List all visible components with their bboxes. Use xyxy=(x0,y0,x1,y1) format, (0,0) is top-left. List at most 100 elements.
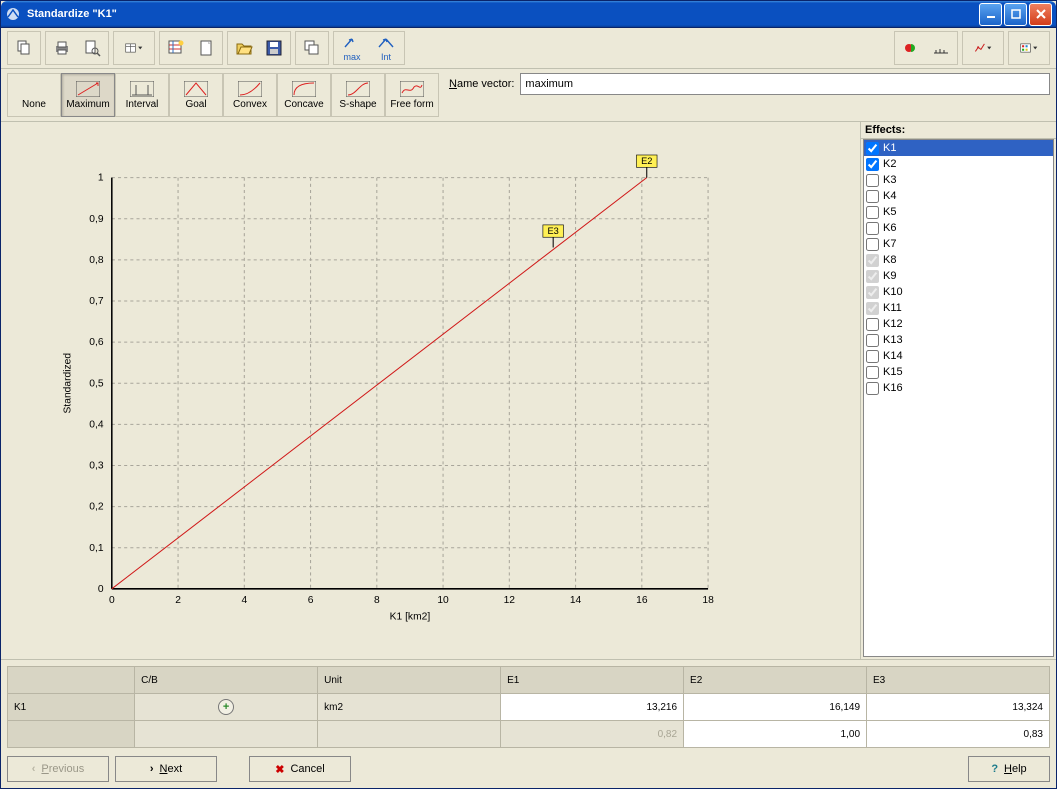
int-button[interactable]: Int xyxy=(369,33,403,63)
effect-item-K10[interactable]: K10 xyxy=(864,284,1053,300)
effect-item-K7[interactable]: K7 xyxy=(864,236,1053,252)
effect-checkbox[interactable] xyxy=(866,270,879,283)
effect-checkbox[interactable] xyxy=(866,142,879,155)
table-row: K1+km213,21616,14913,324 xyxy=(8,694,1050,721)
effect-label: K13 xyxy=(883,334,903,346)
shape-goal-button[interactable]: Goal xyxy=(169,73,223,117)
titlebar: Standardize "K1" xyxy=(1,1,1056,28)
print-icon[interactable] xyxy=(47,33,77,63)
effect-item-K2[interactable]: K2 xyxy=(864,156,1053,172)
shape-concave-button[interactable]: Concave xyxy=(277,73,331,117)
minimize-button[interactable] xyxy=(979,3,1002,26)
table-header xyxy=(8,667,135,694)
shape-freeform-button[interactable]: Free form xyxy=(385,73,439,117)
next-button[interactable]: › Next xyxy=(115,756,217,782)
window-buttons xyxy=(979,3,1052,26)
effect-item-K14[interactable]: K14 xyxy=(864,348,1053,364)
effect-item-K12[interactable]: K12 xyxy=(864,316,1053,332)
shape-none-button[interactable]: None xyxy=(7,73,61,117)
shape-toolbar: NoneMaximumInterval Goal ConvexConcaveS-sh… xyxy=(1,69,1056,122)
effect-item-K9[interactable]: K9 xyxy=(864,268,1053,284)
maximize-button[interactable] xyxy=(1004,3,1027,26)
shape-convex-button[interactable]: Convex xyxy=(223,73,277,117)
effect-item-K1[interactable]: K1 xyxy=(864,140,1053,156)
palette-icon[interactable] xyxy=(1010,33,1048,63)
effect-checkbox[interactable] xyxy=(866,222,879,235)
effect-checkbox[interactable] xyxy=(866,366,879,379)
previous-button[interactable]: ‹ Previous xyxy=(7,756,109,782)
effect-checkbox[interactable] xyxy=(866,190,879,203)
chart-container: 02468101214161800,10,20,30,40,50,60,70,8… xyxy=(9,132,852,655)
effect-checkbox[interactable] xyxy=(866,334,879,347)
print-preview-icon[interactable] xyxy=(77,33,107,63)
grid-new-icon[interactable] xyxy=(161,33,191,63)
int-label: Int xyxy=(381,52,391,62)
cb-plus-icon: + xyxy=(218,699,234,715)
cascade-icon[interactable] xyxy=(297,33,327,63)
shape-sshape-button[interactable]: S-shape xyxy=(331,73,385,117)
effect-checkbox[interactable] xyxy=(866,382,879,395)
svg-text:0,5: 0,5 xyxy=(89,378,104,389)
svg-text:8: 8 xyxy=(374,595,380,606)
effect-label: K16 xyxy=(883,382,903,394)
shape-maximum-button[interactable]: Maximum xyxy=(61,73,115,117)
effect-item-K11[interactable]: K11 xyxy=(864,300,1053,316)
effect-checkbox[interactable] xyxy=(866,206,879,219)
max-button[interactable]: max xyxy=(335,33,369,63)
effects-list[interactable]: K1K2K3 K4 K5 K6 K7 K8 K9 K10 K11K12 K13 K14 K15 K16 xyxy=(863,139,1054,657)
name-vector-input[interactable] xyxy=(520,73,1050,95)
close-button[interactable] xyxy=(1029,3,1052,26)
copy-icon[interactable] xyxy=(9,33,39,63)
effect-label: K8 xyxy=(883,254,896,266)
bottom-bar: C/BUnitE1E2E3K1+km213,21616,14913,3240,8… xyxy=(1,659,1056,788)
effect-item-K4[interactable]: K4 xyxy=(864,188,1053,204)
main-toolbar: max Int xyxy=(1,28,1056,69)
effect-item-K8[interactable]: K8 xyxy=(864,252,1053,268)
open-icon[interactable] xyxy=(229,33,259,63)
svg-text:14: 14 xyxy=(570,595,582,606)
table-header: E3 xyxy=(867,667,1050,694)
effect-item-K13[interactable]: K13 xyxy=(864,332,1053,348)
effects-panel: Effects: K1K2K3K4K5K6K7K8K9K10K11K12K13K… xyxy=(860,122,1056,659)
effect-checkbox[interactable] xyxy=(866,158,879,171)
name-vector-group: Name vector: xyxy=(449,73,1050,95)
effect-item-K3[interactable]: K3 xyxy=(864,172,1053,188)
help-button[interactable]: ? Help xyxy=(968,756,1050,782)
effect-checkbox[interactable] xyxy=(866,174,879,187)
effect-checkbox[interactable] xyxy=(866,286,879,299)
svg-text:12: 12 xyxy=(504,595,516,606)
table-row: 0,821,000,83 xyxy=(8,721,1050,748)
svg-text:0,1: 0,1 xyxy=(89,543,104,554)
shape-label: Goal xyxy=(185,99,206,110)
effect-label: K14 xyxy=(883,350,903,362)
cancel-button[interactable]: ✖ Cancel xyxy=(249,756,351,782)
help-icon: ? xyxy=(991,763,998,775)
svg-text:0,9: 0,9 xyxy=(89,214,104,225)
effect-item-K6[interactable]: K6 xyxy=(864,220,1053,236)
effect-checkbox[interactable] xyxy=(866,350,879,363)
svg-text:2: 2 xyxy=(175,595,181,606)
new-doc-icon[interactable] xyxy=(191,33,221,63)
effect-checkbox[interactable] xyxy=(866,254,879,267)
effect-item-K16[interactable]: K16 xyxy=(864,380,1053,396)
effect-item-K5[interactable]: K5 xyxy=(864,204,1053,220)
effect-item-K15[interactable]: K15 xyxy=(864,364,1053,380)
record-icon[interactable] xyxy=(896,33,926,63)
effect-checkbox[interactable] xyxy=(866,238,879,251)
effect-label: K10 xyxy=(883,286,903,298)
data-table: C/BUnitE1E2E3K1+km213,21616,14913,3240,8… xyxy=(7,666,1050,748)
svg-text:0,4: 0,4 xyxy=(89,419,104,430)
effect-label: K9 xyxy=(883,270,896,282)
chart-pane: 02468101214161800,10,20,30,40,50,60,70,8… xyxy=(1,122,860,659)
standardize-chart: 02468101214161800,10,20,30,40,50,60,70,8… xyxy=(9,132,852,655)
effect-label: K6 xyxy=(883,222,896,234)
effect-label: K4 xyxy=(883,190,896,202)
chart-type-icon[interactable] xyxy=(964,33,1002,63)
effect-checkbox[interactable] xyxy=(866,302,879,315)
save-icon[interactable] xyxy=(259,33,289,63)
main-area: 02468101214161800,10,20,30,40,50,60,70,8… xyxy=(1,122,1056,659)
table-options-icon[interactable] xyxy=(115,33,153,63)
effect-checkbox[interactable] xyxy=(866,318,879,331)
shape-interval-button[interactable]: Interval xyxy=(115,73,169,117)
ruler-icon[interactable] xyxy=(926,33,956,63)
